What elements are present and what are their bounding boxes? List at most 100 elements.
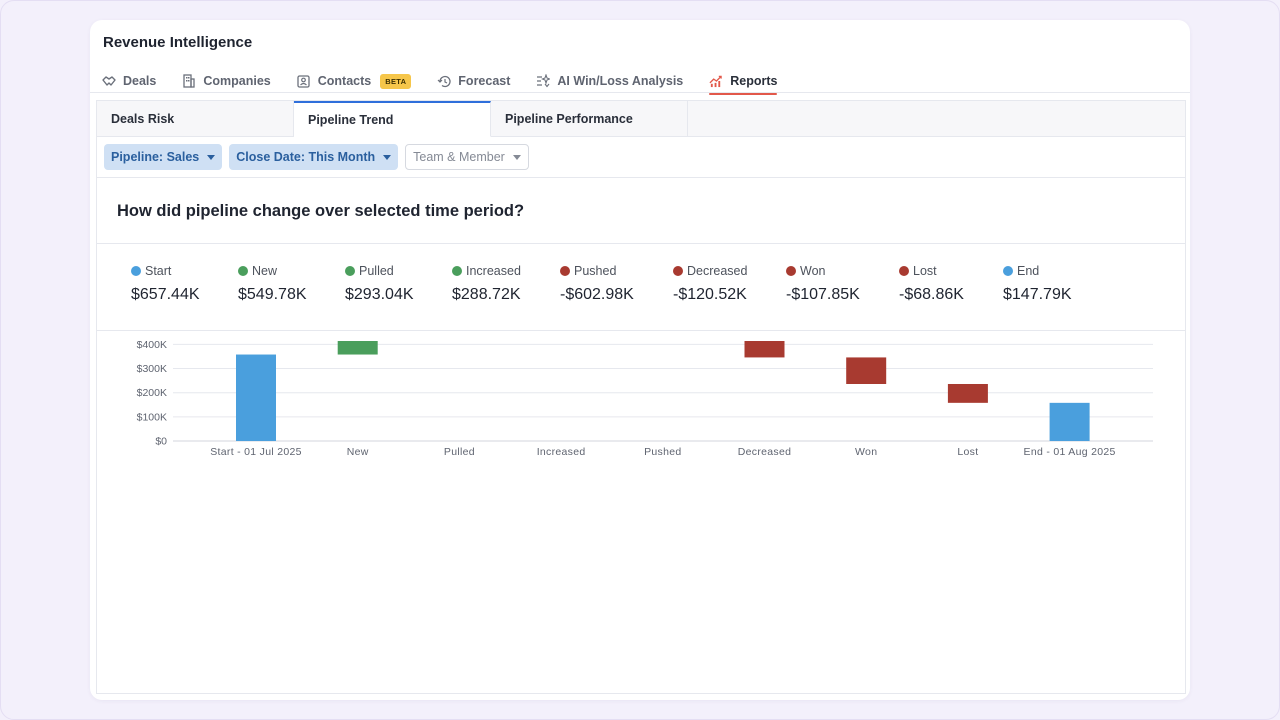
- legend-value: $293.04K: [345, 286, 414, 303]
- y-tick-label: $100K: [137, 411, 167, 423]
- waterfall-bar: [1049, 402, 1090, 441]
- legend-item-end: End $147.79K: [1003, 264, 1072, 304]
- legend-name: New: [252, 264, 278, 278]
- nav-label-reports: Reports: [730, 74, 778, 88]
- legend-name: Decreased: [687, 264, 748, 278]
- nav-divider: [90, 92, 1190, 93]
- waterfall-bar: [337, 341, 378, 355]
- divider: [97, 243, 1185, 244]
- waterfall-bar: [846, 357, 887, 384]
- report-question: How did pipeline change over selected ti…: [117, 202, 525, 220]
- summary-legend: Start $657.44K New $549.78K Pulled $293.…: [97, 264, 1185, 314]
- x-tick-label: Decreased: [738, 446, 791, 458]
- tab-deals-risk[interactable]: Deals Risk: [97, 101, 294, 137]
- divider: [97, 177, 1185, 178]
- legend-value: $147.79K: [1003, 286, 1072, 303]
- legend-item-start: Start $657.44K: [131, 264, 200, 304]
- legend-dot: [452, 266, 462, 276]
- pipeline-filter-label: Pipeline: Sales: [111, 150, 200, 164]
- legend-item-pushed: Pushed -$602.98K: [560, 264, 634, 304]
- nav-label-deals: Deals: [123, 74, 157, 88]
- x-tick-label: End - 01 Aug 2025: [1024, 446, 1116, 458]
- nav-item-forecast[interactable]: Forecast: [437, 70, 510, 92]
- legend-name: Start: [145, 264, 172, 278]
- x-tick-label: Pushed: [644, 446, 681, 458]
- handshake-icon: [102, 74, 116, 88]
- y-tick-label: $200K: [137, 387, 167, 399]
- legend-value: $657.44K: [131, 286, 200, 303]
- legend-value: $288.72K: [452, 286, 521, 303]
- legend-dot: [899, 266, 909, 276]
- x-tick-label: Pulled: [444, 446, 475, 458]
- nav-label-companies: Companies: [203, 74, 271, 88]
- x-tick-label: Lost: [957, 446, 978, 458]
- building-icon: [182, 74, 196, 88]
- nav-item-companies[interactable]: Companies: [182, 70, 271, 92]
- legend-name: Pushed: [574, 264, 617, 278]
- nav-item-ai-win-loss[interactable]: AI Win/Loss Analysis: [536, 70, 683, 92]
- team-member-filter-label: Team & Member: [413, 150, 505, 164]
- tab-pipeline-trend[interactable]: Pipeline Trend: [294, 101, 491, 137]
- legend-item-increased: Increased $288.72K: [452, 264, 521, 304]
- waterfall-bar: [744, 341, 785, 358]
- legend-dot: [560, 266, 570, 276]
- main-nav: Deals Companies Contacts BETA Forecast: [102, 70, 803, 95]
- reports-chart-icon: [709, 74, 723, 88]
- app-title: Revenue Intelligence: [103, 34, 253, 51]
- divider: [97, 330, 1185, 331]
- x-tick-label: New: [347, 446, 369, 458]
- caret-down-icon: [512, 154, 521, 160]
- close-date-filter[interactable]: Close Date: This Month: [229, 144, 399, 170]
- legend-dot: [131, 266, 141, 276]
- legend-dot: [238, 266, 248, 276]
- caret-down-icon: [207, 154, 216, 160]
- legend-value: $549.78K: [238, 286, 307, 303]
- pipeline-filter[interactable]: Pipeline: Sales: [104, 144, 223, 170]
- x-tick-label: Start - 01 Jul 2025: [210, 446, 302, 458]
- close-date-filter-label: Close Date: This Month: [236, 150, 376, 164]
- revenue-intelligence-card: Revenue Intelligence Deals Companies Con…: [90, 20, 1190, 700]
- legend-value: -$107.85K: [786, 286, 860, 303]
- y-tick-label: $400K: [137, 341, 167, 351]
- waterfall-bar: [947, 383, 988, 403]
- legend-name: End: [1017, 264, 1040, 278]
- nav-label-contacts: Contacts: [317, 74, 372, 88]
- legend-name: Won: [800, 264, 826, 278]
- filter-bar: Pipeline: Sales Close Date: This Month T…: [104, 144, 529, 170]
- x-tick-label: Won: [855, 446, 877, 458]
- beta-badge: BETA: [380, 73, 412, 89]
- ai-analysis-icon: [536, 74, 551, 88]
- nav-item-contacts[interactable]: Contacts BETA: [297, 70, 412, 92]
- legend-name: Pulled: [359, 264, 394, 278]
- legend-name: Lost: [913, 264, 937, 278]
- legend-item-pulled: Pulled $293.04K: [345, 264, 414, 304]
- legend-item-won: Won -$107.85K: [786, 264, 860, 304]
- x-tick-label: Increased: [537, 446, 586, 458]
- legend-dot: [786, 266, 796, 276]
- report-panel: Deals Risk Pipeline Trend Pipeline Perfo…: [96, 100, 1186, 694]
- nav-label-ai-win-loss: AI Win/Loss Analysis: [557, 74, 684, 88]
- subtabs-background: [688, 101, 1185, 137]
- caret-down-icon: [383, 154, 392, 160]
- legend-item-lost: Lost -$68.86K: [899, 264, 964, 304]
- legend-dot: [673, 266, 683, 276]
- legend-dot: [1003, 266, 1013, 276]
- nav-item-reports[interactable]: Reports: [709, 70, 778, 95]
- legend-value: -$120.52K: [673, 286, 747, 303]
- pipeline-waterfall-chart: $0$100K$200K$300K$400K$500K$600K$700K$80…: [137, 341, 1153, 458]
- nav-label-forecast: Forecast: [458, 74, 511, 88]
- y-tick-label: $0: [155, 436, 167, 448]
- contact-card-icon: [297, 74, 311, 88]
- legend-item-new: New $549.78K: [238, 264, 307, 304]
- report-subtabs: Deals Risk Pipeline Trend Pipeline Perfo…: [97, 101, 688, 137]
- nav-item-deals[interactable]: Deals: [102, 70, 156, 92]
- forecast-history-icon: [437, 74, 451, 88]
- tab-pipeline-performance[interactable]: Pipeline Performance: [491, 101, 688, 137]
- legend-item-decreased: Decreased -$120.52K: [673, 264, 747, 304]
- legend-value: -$68.86K: [899, 286, 964, 303]
- legend-value: -$602.98K: [560, 286, 634, 303]
- team-member-filter[interactable]: Team & Member: [405, 144, 529, 170]
- legend-dot: [345, 266, 355, 276]
- y-tick-label: $300K: [137, 363, 167, 375]
- legend-name: Increased: [466, 264, 521, 278]
